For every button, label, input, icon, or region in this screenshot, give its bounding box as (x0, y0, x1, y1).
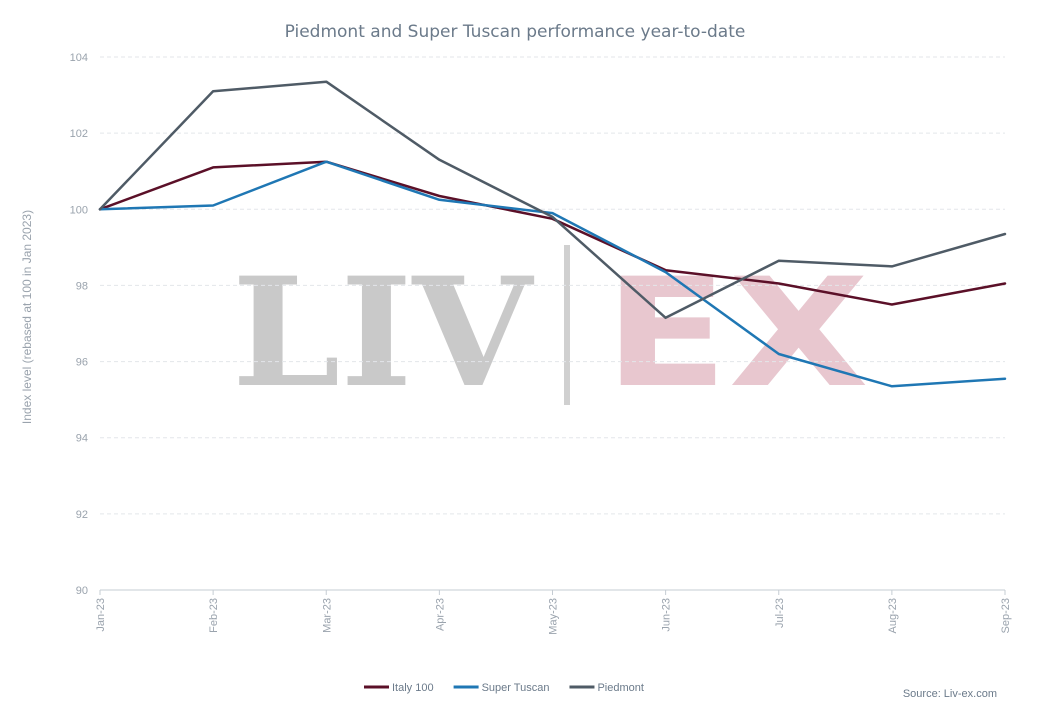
x-tick-label: Sep-23 (1000, 598, 1012, 633)
y-tick-label: 90 (76, 585, 88, 597)
y-axis-label: Index level (rebased at 100 in Jan 2023) (20, 210, 34, 424)
legend-label: Italy 100 (392, 682, 434, 694)
series-line-italy-100 (98, 160, 1007, 306)
x-tick-label: Aug-23 (887, 598, 899, 633)
x-tick-label: Mar-23 (321, 598, 333, 633)
x-tick-label: Apr-23 (434, 598, 446, 631)
x-tick-label: Feb-23 (208, 598, 220, 633)
x-tick-label: Jul-23 (774, 598, 786, 628)
y-tick-label: 104 (70, 52, 88, 64)
y-tick-label: 92 (76, 509, 88, 521)
y-axis-ticks: 90 92 94 96 98 100 102 104 (70, 52, 88, 597)
x-tick-label: May-23 (548, 598, 560, 635)
legend-label: Super Tuscan (482, 682, 550, 694)
y-tick-label: 94 (76, 433, 88, 445)
series-line-piedmont (98, 80, 1007, 320)
y-tick-label: 98 (76, 280, 88, 292)
x-tick-label: Jun-23 (661, 598, 673, 632)
y-tick-label: 102 (70, 128, 88, 140)
watermark-divider (564, 245, 570, 405)
watermark-liv-text: LIV (232, 245, 535, 421)
series-line-super-tuscan (98, 160, 1007, 388)
x-axis: Jan-23 Feb-23 Mar-23 Apr-23 May-23 Jun-23 Jul-… (95, 589, 1012, 635)
source-note: Source: Liv-ex.com (903, 688, 997, 700)
series-lines (98, 80, 1007, 388)
x-tick-label: Jan-23 (95, 598, 107, 632)
legend: Italy 100 Super Tuscan Piedmont (364, 682, 644, 694)
y-tick-label: 96 (76, 357, 88, 369)
gridlines (100, 56, 1005, 515)
liv-ex-watermark: LIV EX (232, 245, 869, 421)
watermark-ex-text: EX (604, 247, 869, 421)
legend-label: Piedmont (597, 682, 643, 694)
y-tick-label: 100 (70, 204, 88, 216)
chart-title: Piedmont and Super Tuscan performance ye… (285, 22, 746, 42)
